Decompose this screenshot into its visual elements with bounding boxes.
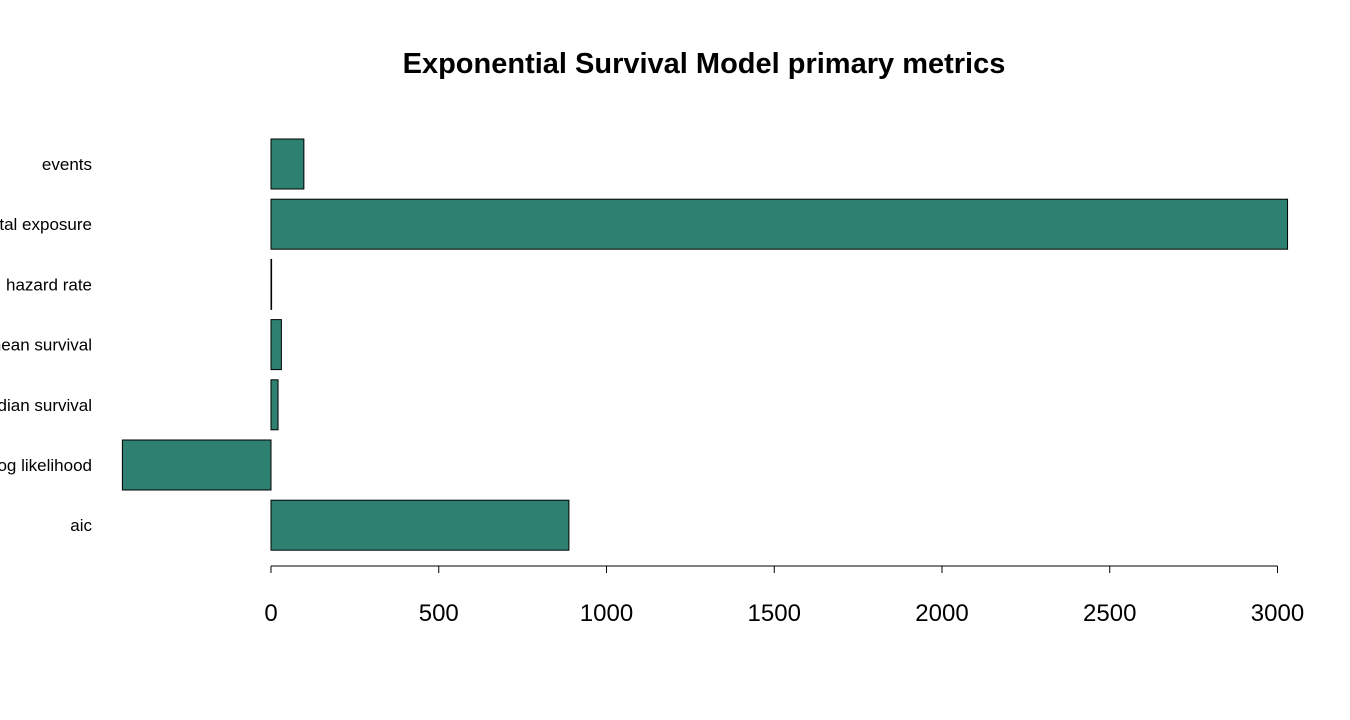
bar-hazard-rate [270, 258, 273, 310]
category-label: total exposure [0, 215, 92, 234]
category-label: hazard rate [6, 275, 92, 294]
category-label: log likelihood [0, 456, 92, 475]
bar-median-survival [270, 379, 279, 431]
x-tick-label: 2500 [1083, 600, 1136, 627]
x-tick-label: 2000 [915, 600, 968, 627]
x-tick-label: 3000 [1251, 600, 1304, 627]
bar-mean-survival [270, 319, 282, 371]
x-axis: 0 500 1000 1500 2000 2500 3000 [264, 565, 1304, 627]
category-labels: events total exposure hazard rate mean surv… [0, 155, 92, 535]
bars-layer [121, 138, 1289, 551]
category-label: events [42, 155, 92, 174]
x-tick-label: 1500 [748, 600, 801, 627]
category-label: mean survival [0, 336, 92, 355]
category-label: aic [70, 516, 92, 535]
bar-total-exposure [270, 198, 1289, 250]
bar-log-likelihood [121, 439, 272, 491]
bar-events [270, 138, 305, 190]
x-tick-label: 1000 [580, 600, 633, 627]
category-label: median survival [0, 396, 92, 415]
chart-title: Exponential Survival Model primary metri… [403, 48, 1006, 80]
x-tick-label: 500 [419, 600, 459, 627]
bar-aic [270, 499, 570, 551]
x-tick-label: 0 [264, 600, 277, 627]
